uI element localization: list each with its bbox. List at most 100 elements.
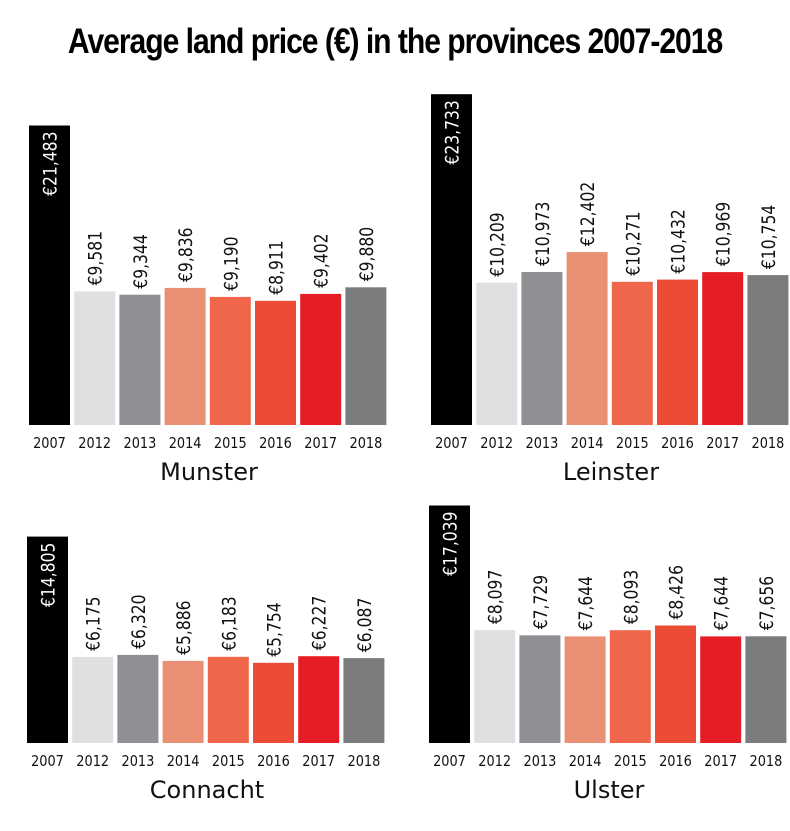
x-tick-label-2014: 2014	[169, 435, 202, 452]
value-label-2012: €10,209	[487, 212, 509, 276]
bar-2017	[700, 636, 742, 743]
bar-2013	[119, 294, 161, 425]
bar-2015	[207, 656, 249, 743]
x-tick-label-2013: 2013	[526, 435, 559, 452]
x-tick-label-2013: 2013	[124, 435, 157, 452]
bar-2017	[702, 272, 744, 425]
bar-2018	[745, 636, 787, 743]
chart-title: Average land price (€) in the provinces …	[67, 22, 723, 61]
x-tick-label-2016: 2016	[661, 435, 694, 452]
x-tick-label-2017: 2017	[304, 435, 337, 452]
x-tick-label-2007: 2007	[31, 753, 64, 770]
bar-chart-ulster: €17,039 2007 €8,097 2012 €7,729 2013 €7,644 201…	[429, 505, 787, 770]
bar-2013	[519, 635, 561, 743]
value-label-2015: €10,271	[623, 211, 645, 275]
value-label-2014: €7,644	[576, 576, 598, 630]
value-label-2013: €9,344	[130, 234, 152, 288]
x-tick-label-2014: 2014	[571, 435, 604, 452]
province-name: Connacht	[149, 776, 265, 804]
x-tick-label-2015: 2015	[214, 435, 247, 452]
bar-2007	[429, 505, 470, 743]
bar-2018	[343, 658, 385, 743]
x-tick-label-2016: 2016	[259, 435, 292, 452]
bar-2007	[27, 536, 68, 743]
bar-2016	[253, 662, 294, 743]
bar-2015	[609, 630, 651, 743]
value-label-2016: €5,754	[264, 602, 286, 656]
value-label-2012: €8,097	[485, 570, 507, 624]
value-label-2007: €14,805	[38, 543, 60, 607]
x-tick-label-2013: 2013	[524, 753, 557, 770]
value-label-2016: €8,426	[666, 565, 688, 619]
bar-2018	[345, 287, 387, 425]
bar-2014	[164, 287, 206, 425]
x-tick-label-2015: 2015	[616, 435, 649, 452]
x-tick-label-2012: 2012	[78, 435, 111, 452]
bar-chart-munster: €21,483 2007 €9,581 2012 €9,344 2013 €9,836 201…	[29, 125, 387, 452]
bar-2014	[162, 660, 204, 743]
value-label-2015: €8,093	[621, 570, 643, 624]
x-tick-label-2012: 2012	[76, 753, 109, 770]
value-label-2015: €6,183	[219, 596, 241, 650]
value-label-2015: €9,190	[221, 236, 243, 290]
value-label-2007: €17,039	[440, 512, 462, 576]
bar-2012	[72, 656, 114, 743]
bar-2017	[300, 293, 342, 425]
x-tick-label-2015: 2015	[212, 753, 245, 770]
bar-2015	[209, 296, 251, 425]
x-tick-label-2012: 2012	[478, 753, 511, 770]
value-label-2016: €10,432	[668, 209, 690, 273]
bar-2013	[521, 272, 563, 425]
value-label-2017: €7,644	[711, 576, 733, 630]
bar-2016	[255, 300, 296, 425]
value-label-2007: €23,733	[442, 100, 464, 164]
value-label-2018: €10,754	[758, 205, 780, 269]
x-tick-label-2007: 2007	[435, 435, 468, 452]
x-tick-label-2018: 2018	[752, 435, 785, 452]
bar-chart-leinster: €23,733 2007 €10,209 2012 €10,973 2013 €12,402…	[431, 94, 789, 452]
x-tick-label-2014: 2014	[167, 753, 200, 770]
x-tick-label-2014: 2014	[569, 753, 602, 770]
bar-2016	[655, 625, 696, 743]
x-tick-label-2017: 2017	[302, 753, 335, 770]
x-tick-label-2007: 2007	[433, 753, 466, 770]
x-tick-label-2017: 2017	[706, 435, 739, 452]
value-label-2013: €7,729	[530, 575, 552, 629]
bar-2017	[298, 656, 340, 743]
value-label-2017: €10,969	[713, 202, 735, 266]
bar-2014	[566, 252, 608, 425]
value-label-2013: €6,320	[128, 594, 150, 648]
value-label-2017: €9,402	[311, 233, 333, 287]
bar-2012	[74, 291, 116, 425]
bar-2012	[474, 630, 516, 743]
value-label-2018: €7,656	[756, 576, 778, 630]
bar-2018	[747, 275, 789, 425]
province-name: Leinster	[562, 458, 660, 486]
province-name: Munster	[160, 458, 258, 486]
x-tick-label-2016: 2016	[257, 753, 290, 770]
value-label-2007: €21,483	[40, 132, 62, 196]
bar-2007	[29, 125, 70, 425]
bar-2007	[431, 94, 472, 425]
x-tick-label-2018: 2018	[750, 753, 783, 770]
value-label-2013: €10,973	[532, 202, 554, 266]
bar-chart-connacht: €14,805 2007 €6,175 2012 €6,320 2013 €5,886 201…	[27, 536, 385, 770]
x-tick-label-2007: 2007	[33, 435, 66, 452]
bar-2015	[611, 281, 653, 425]
x-tick-label-2018: 2018	[348, 753, 381, 770]
value-label-2014: €5,886	[174, 600, 196, 654]
value-label-2012: €9,581	[85, 231, 107, 285]
province-name: Ulster	[573, 776, 645, 804]
value-label-2012: €6,175	[83, 596, 105, 650]
value-label-2014: €9,836	[176, 227, 198, 281]
bar-2016	[657, 279, 698, 425]
x-tick-label-2016: 2016	[659, 753, 692, 770]
value-label-2018: €6,087	[354, 598, 376, 652]
value-label-2017: €6,227	[309, 596, 331, 650]
x-tick-label-2013: 2013	[122, 753, 155, 770]
x-tick-label-2018: 2018	[350, 435, 383, 452]
x-tick-label-2015: 2015	[614, 753, 647, 770]
bar-2013	[117, 654, 159, 743]
value-label-2018: €9,880	[356, 227, 378, 281]
value-label-2016: €8,911	[266, 240, 288, 294]
